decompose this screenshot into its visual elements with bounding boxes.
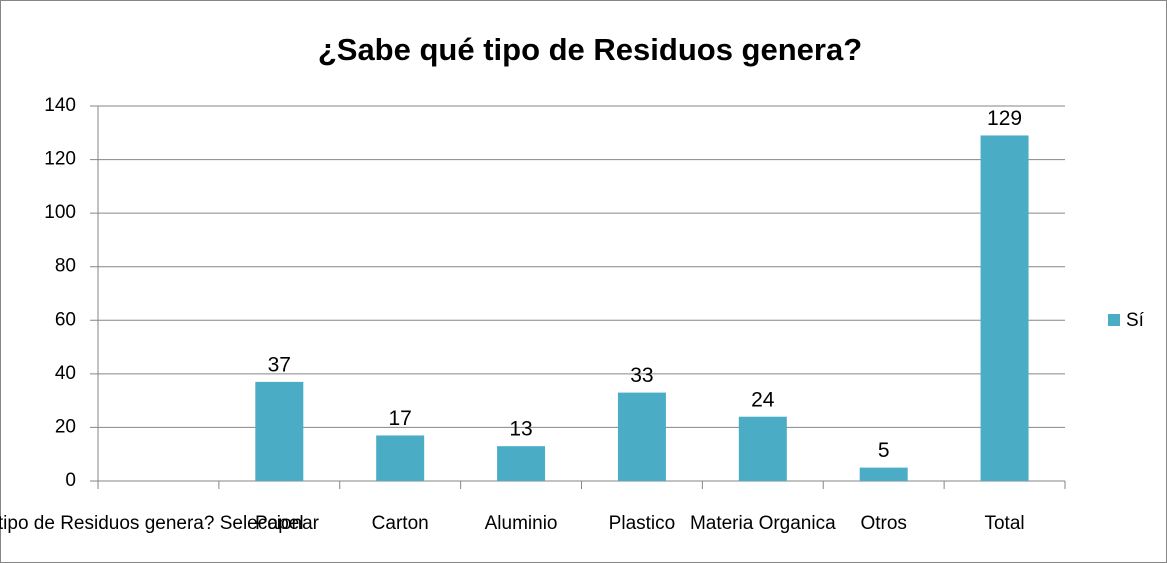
legend-swatch — [1108, 314, 1120, 326]
y-tick-label: 120 — [44, 149, 76, 170]
data-label: 33 — [630, 364, 653, 387]
data-label: 5 — [878, 439, 890, 462]
y-tick-label: 100 — [44, 202, 76, 223]
x-tick-label: Carton — [372, 513, 429, 534]
bar — [617, 392, 666, 481]
legend-label: Sí — [1126, 310, 1145, 331]
data-label: 24 — [751, 388, 775, 411]
chart-title: ¿Sabe qué tipo de Residuos genera? — [318, 32, 862, 67]
bar — [255, 381, 304, 481]
bar — [497, 446, 546, 481]
data-label: 17 — [389, 407, 412, 430]
y-tick-label: 80 — [55, 256, 76, 277]
bar — [980, 135, 1029, 481]
bar — [376, 435, 425, 481]
x-tick-label: Total — [984, 513, 1024, 534]
x-tick-label: Papel — [255, 513, 304, 534]
y-tick-label: 0 — [65, 470, 76, 491]
y-tick-label: 40 — [55, 363, 76, 384]
data-label: 37 — [268, 353, 291, 376]
x-tick-label: Otros — [860, 513, 906, 534]
x-tick-label: tipo de Residuos genera? Seleccionar — [0, 513, 320, 534]
y-tick-label: 60 — [55, 309, 76, 330]
x-tick-label: Materia Organica — [690, 513, 836, 534]
x-tick-label: Aluminio — [485, 513, 558, 534]
data-label: 13 — [509, 418, 532, 441]
bar — [859, 467, 908, 481]
y-tick-label: 140 — [44, 95, 76, 116]
data-label: 129 — [987, 107, 1022, 130]
x-tick-label: Plastico — [609, 513, 676, 534]
bar — [738, 416, 787, 481]
y-tick-label: 20 — [55, 416, 76, 437]
